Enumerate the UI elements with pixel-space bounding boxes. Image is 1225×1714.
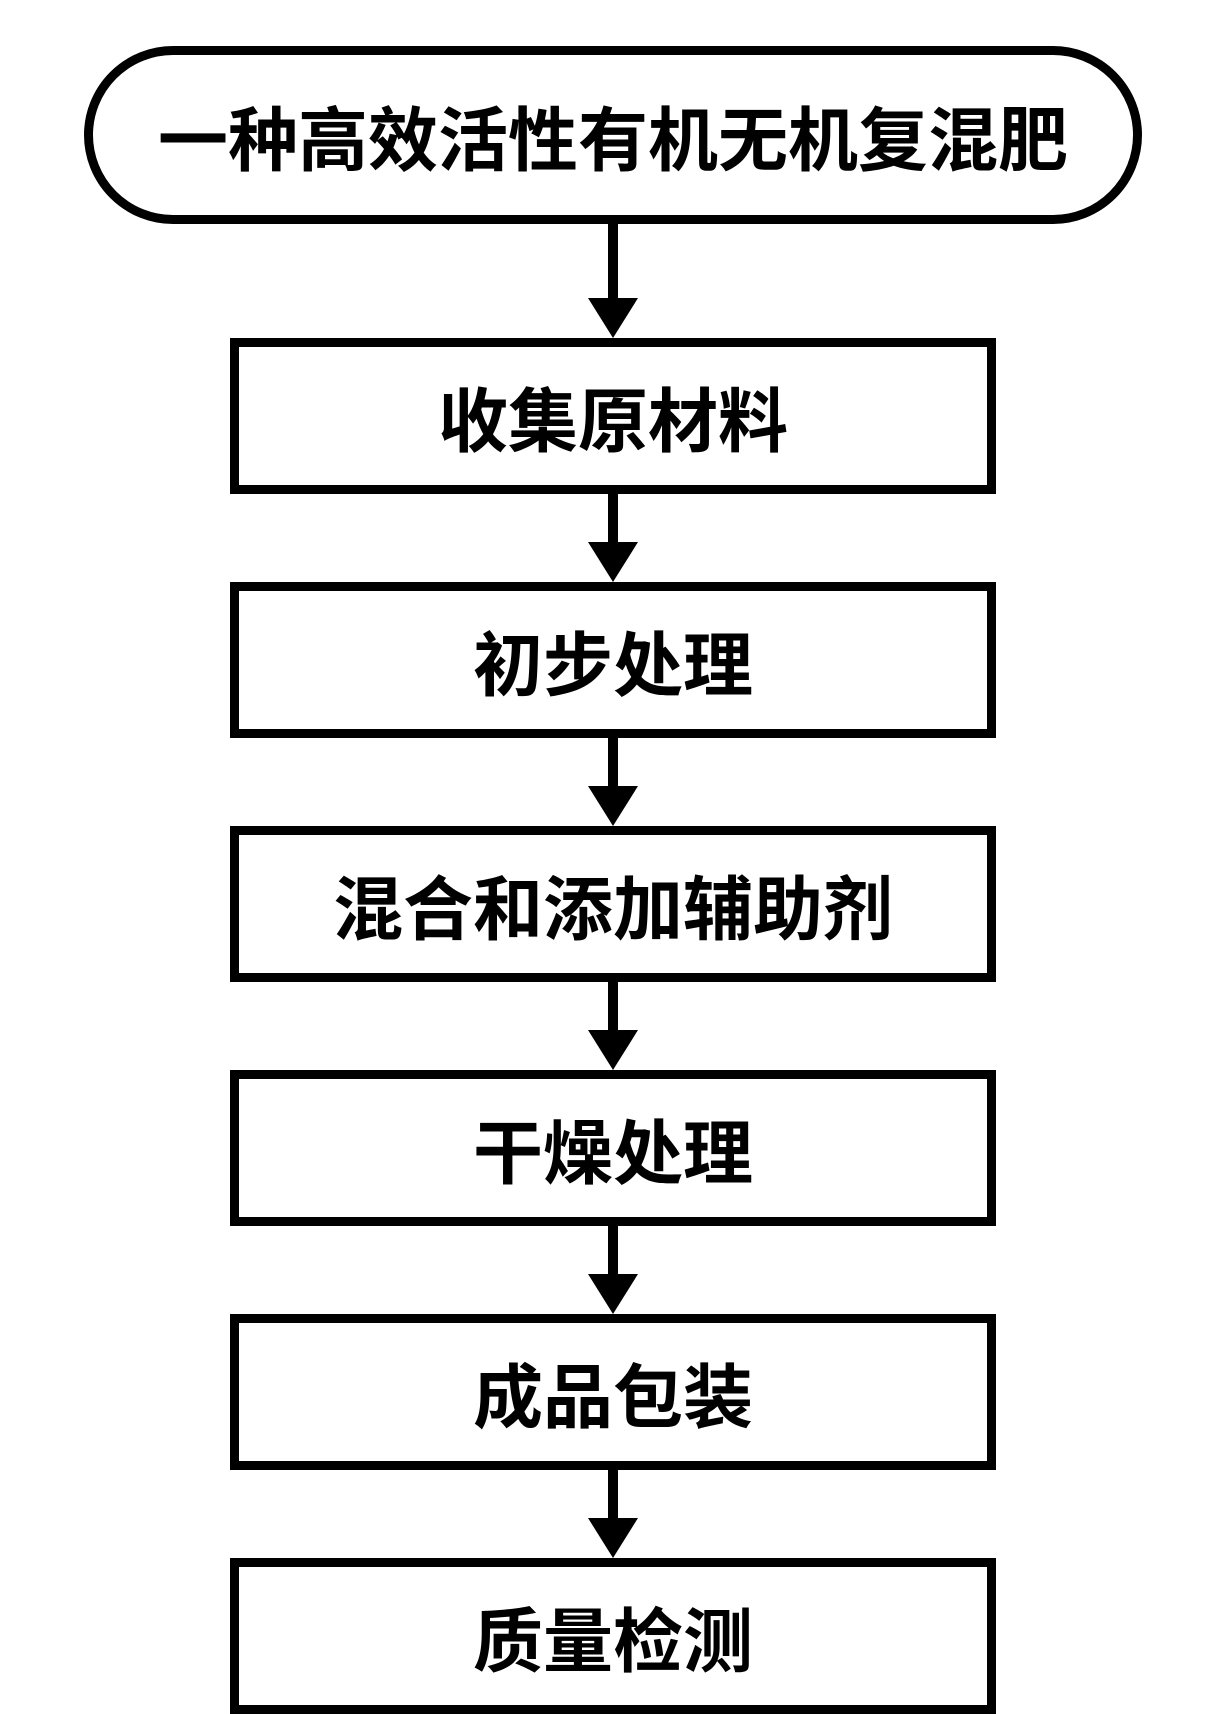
flowchart-node-title: 一种高效活性有机无机复混肥	[84, 46, 1142, 224]
flowchart-node-step3: 混合和添加辅助剂	[230, 826, 996, 982]
arrow-head-5	[588, 1518, 638, 1558]
arrow-head-2	[588, 786, 638, 826]
flowchart-node-label: 收集原材料	[438, 378, 788, 455]
flowchart-canvas: 一种高效活性有机无机复混肥收集原材料初步处理混合和添加辅助剂干燥处理成品包装质量…	[0, 0, 1225, 1711]
flowchart-node-label: 质量检测	[473, 1598, 753, 1675]
flowchart-node-label: 一种高效活性有机无机复混肥	[158, 97, 1068, 174]
flowchart-node-label: 初步处理	[473, 622, 753, 699]
arrow-head-0	[588, 298, 638, 338]
flowchart-node-step1: 收集原材料	[230, 338, 996, 494]
flowchart-node-step2: 初步处理	[230, 582, 996, 738]
flowchart-node-step6: 质量检测	[230, 1558, 996, 1714]
arrow-head-3	[588, 1030, 638, 1070]
flowchart-node-step5: 成品包装	[230, 1314, 996, 1470]
flowchart-node-label: 成品包装	[473, 1354, 753, 1431]
arrow-head-1	[588, 542, 638, 582]
flowchart-node-label: 混合和添加辅助剂	[333, 866, 893, 943]
arrow-head-4	[588, 1274, 638, 1314]
flowchart-node-label: 干燥处理	[473, 1110, 753, 1187]
flowchart-node-step4: 干燥处理	[230, 1070, 996, 1226]
